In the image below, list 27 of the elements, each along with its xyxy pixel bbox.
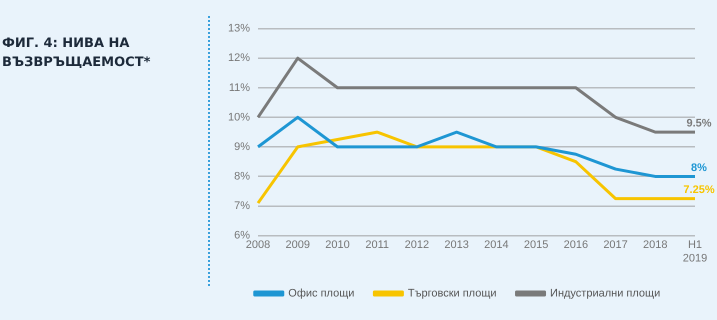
y-tick-label: 12% [228, 52, 250, 64]
x-tick-label: 2010 [325, 239, 350, 252]
y-tick-label: 9% [234, 140, 250, 153]
x-tick-label: 2017 [603, 239, 628, 252]
y-tick-label: 6% [234, 230, 250, 242]
y-tick-label: 7% [234, 200, 250, 212]
x-tick-label: 2013 [444, 239, 469, 252]
data-label: 9.5% [686, 118, 712, 130]
x-tick-label: 2016 [564, 239, 588, 252]
x-tick-label: 2015 [524, 239, 548, 252]
y-tick-label: 13% [228, 22, 250, 35]
x-tick-label: 2009 [286, 239, 310, 252]
x-tick-label: 2011 [365, 239, 390, 252]
y-tick-label: 11% [228, 82, 250, 94]
text: ФИГ. 4: НИВА НА ВЪЗВРЪЩАЕМОСТ* [2, 35, 152, 72]
legend-label: Индустриални площи [550, 288, 660, 300]
x-tick-label: 2014 [484, 239, 509, 252]
x-tick-label: 2008 [246, 239, 270, 252]
x-tick-label: 2012 [404, 239, 430, 252]
data-label: 7.25% [683, 184, 715, 196]
legend-label: Търговски площи [408, 288, 497, 300]
legend-label: Офис площи [288, 288, 354, 300]
y-tick-label: 10% [228, 111, 250, 124]
x-tick-label: 2018 [643, 239, 668, 252]
x-tick-label: H1 2019 [682, 239, 708, 264]
data-label: 8% [691, 162, 708, 174]
y-tick-label: 8% [234, 170, 250, 182]
